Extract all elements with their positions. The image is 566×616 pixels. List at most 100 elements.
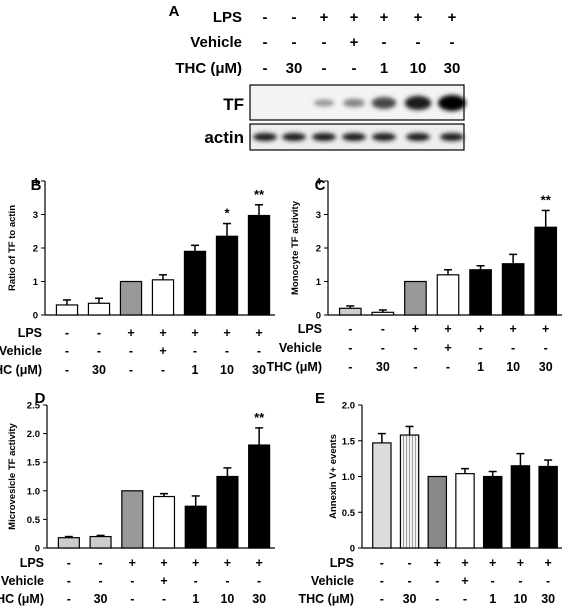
panel-d-condition-mark: 10 xyxy=(220,592,234,606)
panel-e-condition-mark: + xyxy=(434,556,441,570)
panel-e-bar xyxy=(510,465,531,549)
panel-e-condition-mark: + xyxy=(461,556,468,570)
panel-a-condition-mark: - xyxy=(382,34,387,51)
panel-e-condition-mark: - xyxy=(435,592,439,606)
panel-d-condition-mark: - xyxy=(98,574,102,588)
panel-c-condition-mark: - xyxy=(544,341,548,355)
panel-d-bar xyxy=(121,490,144,549)
panel-b-condition-mark: + xyxy=(127,326,134,340)
panel-b-condition-mark: + xyxy=(191,326,198,340)
panel-d-condition-mark: - xyxy=(130,592,134,606)
panel-c-condition-mark: - xyxy=(511,341,515,355)
panel-e-row-label: Vehicle xyxy=(311,574,354,588)
panel-e-bar xyxy=(372,442,392,549)
panel-e-condition-mark: - xyxy=(407,556,411,570)
panel-a-condition-mark: - xyxy=(322,60,327,77)
panel-d-condition-mark: + xyxy=(160,556,167,570)
tf-band xyxy=(313,99,335,107)
tf-blot-label: TF xyxy=(223,95,244,114)
panel-d-y-label: Microvesicle TF activity xyxy=(7,422,18,529)
panel-d-condition-mark: 1 xyxy=(192,592,199,606)
panel-d-bar xyxy=(216,475,239,549)
actin-band xyxy=(440,133,464,141)
actin-band xyxy=(312,133,336,141)
panel-b-y-tick-label: 1 xyxy=(33,277,39,288)
panel-b-bar xyxy=(55,304,79,316)
panel-e-condition-mark: - xyxy=(380,592,384,606)
panel-c-condition-mark: - xyxy=(348,341,352,355)
panel-b-y-tick-label: 3 xyxy=(33,210,38,221)
panel-c-condition-mark: - xyxy=(413,341,417,355)
panel-d-condition-mark: - xyxy=(67,574,71,588)
panel-b-condition-mark: + xyxy=(159,326,166,340)
panel-b-row-label: Vehicle xyxy=(0,344,42,358)
panel-d-row-label: Vehicle xyxy=(1,574,44,588)
panel-a-western-blot: A LPS - - + + + + + Vehicle - - - + - - - THC (μM) - 30 - - 1 1… xyxy=(169,3,466,151)
panel-b-condition-mark: - xyxy=(97,326,101,340)
panel-a-condition-mark: + xyxy=(414,9,423,26)
panel-c-y-tick-label: 1 xyxy=(316,277,322,288)
panel-b-significance-marker: ** xyxy=(254,187,265,202)
panel-b-condition-mark: + xyxy=(223,326,230,340)
panel-d-y-tick-label: 2.0 xyxy=(27,429,40,440)
panel-c-y-tick-label: 2 xyxy=(316,244,321,255)
panel-b-condition-mark: 1 xyxy=(192,363,199,377)
panel-a-condition-mark: 1 xyxy=(380,60,388,77)
panel-c-bar xyxy=(501,263,525,316)
actin-band xyxy=(372,133,396,141)
actin-band xyxy=(282,133,306,141)
panel-d-row-label: THC (μM) xyxy=(0,592,44,606)
panel-d-condition-mark: + xyxy=(224,556,231,570)
panel-b-letter: B xyxy=(31,177,42,194)
panel-a-condition-mark: - xyxy=(263,34,268,51)
panel-a-condition-mark: - xyxy=(292,9,297,26)
tf-band xyxy=(438,95,466,111)
panel-b-bar xyxy=(87,302,111,316)
panel-d-condition-mark: + xyxy=(255,556,262,570)
panel-c-condition-mark: + xyxy=(444,322,451,336)
panel-d-y-tick-label: 0.5 xyxy=(27,515,41,526)
panel-c-condition-mark: + xyxy=(477,322,484,336)
panel-a-condition-mark: + xyxy=(380,9,389,26)
panel-b-y-label: Ratio of TF to actin xyxy=(7,205,18,291)
panel-e-condition-mark: - xyxy=(463,592,467,606)
panel-e-letter: E xyxy=(315,390,325,407)
panel-c-condition-mark: - xyxy=(381,322,385,336)
panel-c-condition-mark: - xyxy=(413,360,417,374)
panel-d-condition-mark: + xyxy=(192,556,199,570)
panel-b-condition-mark: - xyxy=(129,363,133,377)
panel-e-condition-mark: + xyxy=(517,556,524,570)
panel-c-bar xyxy=(404,280,427,316)
panel-a-condition-mark: + xyxy=(320,9,329,26)
panel-a-condition-mark: - xyxy=(263,60,268,77)
panel-e-condition-mark: - xyxy=(546,574,550,588)
panel-a-condition-mark: - xyxy=(263,9,268,26)
panel-d-significance-marker: ** xyxy=(254,410,265,425)
panel-b-condition-mark: + xyxy=(159,344,166,358)
panel-c-condition-mark: - xyxy=(348,322,352,336)
panel-c-condition-mark: + xyxy=(444,341,451,355)
panel-d-condition-mark: - xyxy=(162,592,166,606)
panel-c-condition-mark: - xyxy=(446,360,450,374)
panel-b-bar xyxy=(183,250,207,316)
panel-c-bar xyxy=(436,274,460,316)
panel-e-y-tick-label: 0 xyxy=(350,544,355,555)
panel-b-condition-mark: - xyxy=(193,344,197,358)
panel-b-bar xyxy=(119,280,143,316)
panel-b-condition-mark: - xyxy=(65,326,69,340)
panel-d-bar xyxy=(248,444,271,549)
panel-a-condition-mark: + xyxy=(350,9,359,26)
panel-d-letter: D xyxy=(35,390,46,407)
panel-c-y-tick-label: 4 xyxy=(316,177,322,188)
panel-c-condition-mark: - xyxy=(381,341,385,355)
panel-c-condition-mark: 10 xyxy=(506,360,520,374)
actin-band xyxy=(253,133,277,141)
panel-c-bar xyxy=(371,311,395,316)
panel-d-row-label: LPS xyxy=(20,556,44,570)
panel-c-condition-mark: + xyxy=(542,322,549,336)
panel-c-bar xyxy=(534,226,558,316)
panel-c-condition-mark: + xyxy=(509,322,516,336)
panel-a-condition-mark: - xyxy=(352,60,357,77)
